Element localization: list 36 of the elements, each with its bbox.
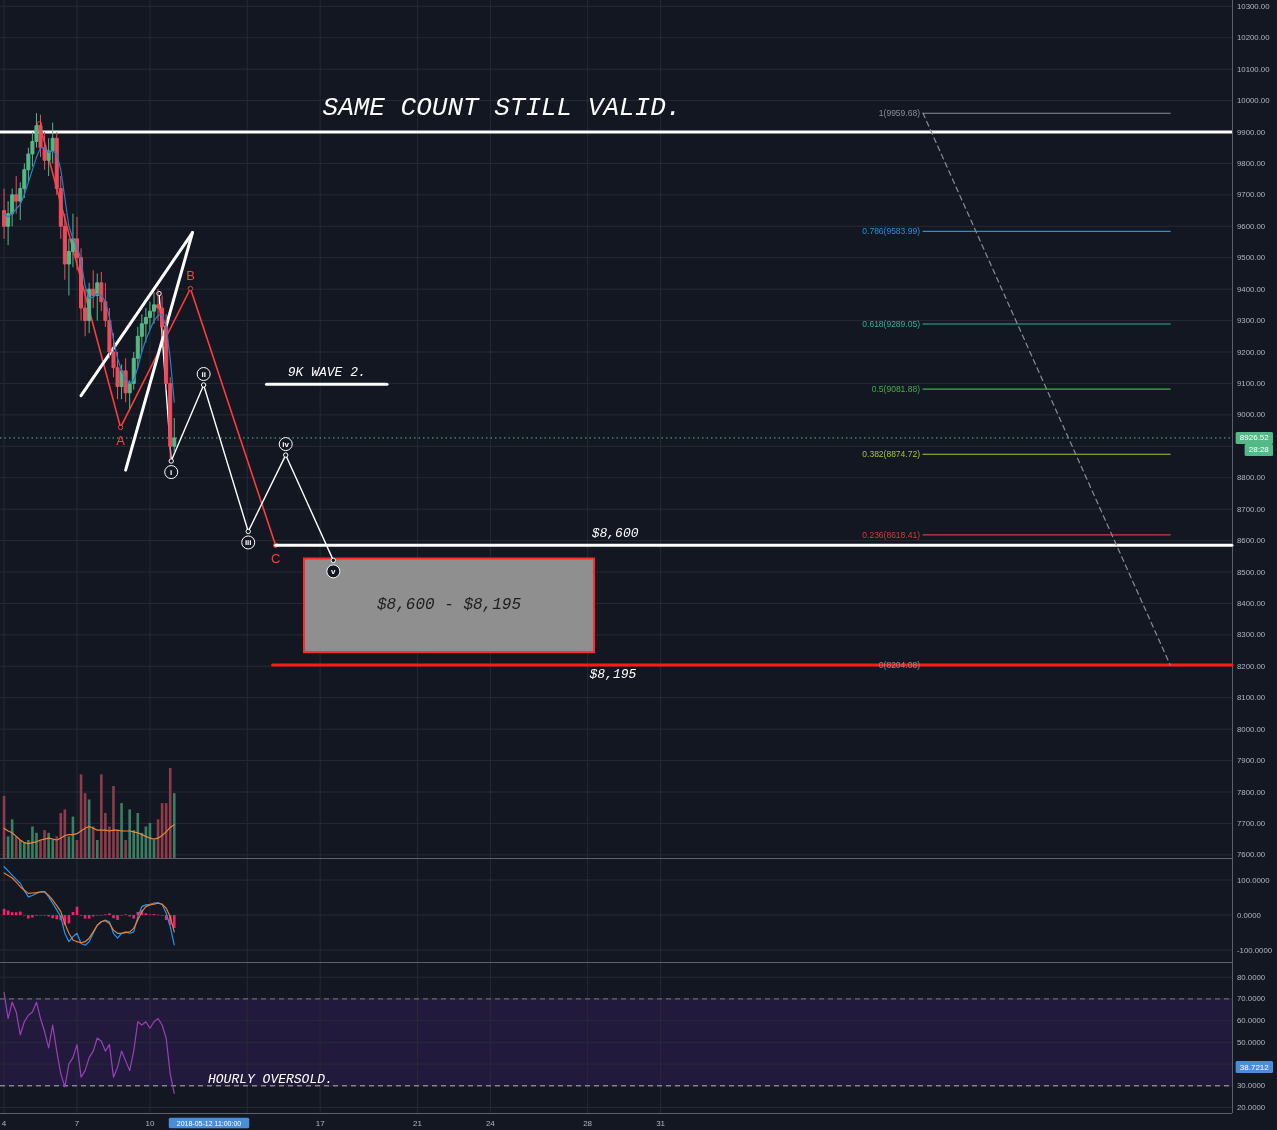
label-tag: 38.7212 <box>1235 1061 1273 1073</box>
circled-label: iv <box>278 437 293 452</box>
series-label: 9K WAVE 2. <box>287 365 366 381</box>
series-label: 0.382(8874.72) <box>862 449 921 460</box>
annotation: A <box>116 432 126 448</box>
band-label: $8,600 - $8,195 <box>376 596 522 615</box>
circled-label: v <box>326 564 341 579</box>
annotation: 0(8204.08) <box>878 660 921 671</box>
x-tick-label: 28 <box>583 1118 593 1128</box>
annotation: iii <box>244 537 252 547</box>
x-tick-label: 4 <box>1 1118 7 1128</box>
annotation: iv <box>282 439 290 449</box>
x-tick-label: 31 <box>656 1118 666 1128</box>
text: SAME COUNT STILL VALID. <box>322 93 682 123</box>
series-label: $8,600 <box>591 526 639 542</box>
series-label: 0.618(9289.05) <box>862 319 921 330</box>
x-tick-label: 17 <box>315 1118 326 1128</box>
annotation: C <box>270 550 281 566</box>
annotation: $8,195 <box>589 667 637 683</box>
circled-label: iii <box>241 535 256 550</box>
series-label: 0.236(8618.41) <box>862 529 921 540</box>
x-tick-label: 21 <box>412 1118 423 1128</box>
ref-line-label: 8926.52 <box>1239 433 1270 443</box>
x-tick-label: 7 <box>74 1118 80 1128</box>
annotation: i <box>170 467 173 477</box>
series-label: 0.5(9081.88) <box>871 384 921 395</box>
annotation: HOURLY OVERSOLD. <box>208 1072 333 1087</box>
annotation: v <box>331 566 337 576</box>
circled-label: ii <box>196 367 211 381</box>
circled-label: i <box>164 465 179 480</box>
annotation: B <box>186 268 195 284</box>
annotation: ii <box>201 369 206 379</box>
series-label: 1(9959.68) <box>878 108 921 119</box>
series-label: 0.786(9583.99) <box>862 226 921 237</box>
x-tick-label: 10 <box>145 1118 155 1128</box>
x-tick-label: 24 <box>485 1118 496 1128</box>
